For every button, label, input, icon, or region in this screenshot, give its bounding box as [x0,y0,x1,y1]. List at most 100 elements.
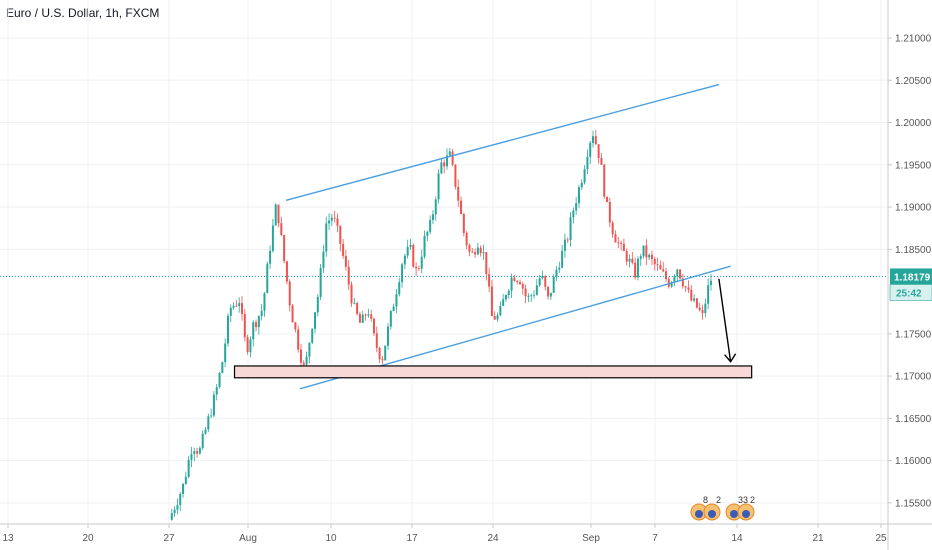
candle-body [485,252,488,275]
candle-body [221,362,224,373]
candle-body [488,274,491,287]
candle-body [423,235,426,257]
candle-body [358,313,361,323]
candle-body [533,294,536,296]
candle-body [516,281,519,283]
candle-body [701,310,704,314]
candle-body [468,245,471,252]
candle-body [252,322,255,340]
candle-body [507,290,510,296]
candle-body [311,328,314,343]
candle-body [594,136,597,145]
down-arrow-head [724,353,737,363]
candle-body [650,254,653,259]
candle-body [207,416,210,430]
candle-body [513,277,516,282]
candle-body [690,289,693,301]
event-marker-count: 33 [738,495,748,505]
candle-body [465,232,468,246]
candle-body [597,144,600,158]
candle-body [659,265,662,270]
candle-body [173,509,176,514]
candle-body [336,218,339,226]
candle-body [707,285,710,304]
candle-body [504,295,507,300]
candle-body [333,217,336,219]
candle-body [249,339,252,353]
candle-body [403,255,406,265]
time-tick-label: 20 [82,533,94,544]
event-marker-count: 2 [716,495,721,505]
candle-body [695,298,698,308]
candle-body [176,505,179,510]
candle-body [563,239,566,251]
candle-body [229,307,232,316]
time-tick-label: 25 [875,533,887,544]
candle-body [603,164,606,197]
candle-body [364,314,367,316]
candle-body [330,217,333,221]
time-tick-label: 7 [652,533,658,544]
candle-body [530,295,533,297]
candle-body [482,252,485,254]
time-axis[interactable]: 13 20 27 Aug 10 17 24 Sep 7 14 21 25 [0,523,932,544]
candle-body [471,251,474,253]
candle-body [218,372,221,388]
candle-body [387,326,390,346]
candle-body [196,451,199,454]
candle-body [493,315,496,320]
time-tick-label: Sep [582,533,600,544]
candle-body [392,306,395,311]
candle-body [496,315,499,320]
candle-body [420,256,423,269]
candle-body [401,264,404,283]
price-tick-label: 1.20000 [895,118,932,129]
candle-body [431,214,434,220]
price-tick-label: 1.20500 [895,76,932,87]
candle-body [316,296,319,313]
event-markers[interactable]: 8 2 33 2 [690,495,755,521]
candle-body [645,245,648,258]
candle-body [440,162,443,174]
candle-body [193,451,196,455]
candle-body [698,307,701,311]
candle-body [558,267,561,270]
price-tick-label: 1.16000 [895,456,932,467]
candle-body [704,303,707,314]
price-axis[interactable]: 1.21000 1.20500 1.20000 1.19500 1.19000 1.185… [887,0,932,550]
candle-body [260,310,263,317]
candle-body [625,251,628,262]
candle-body [187,459,190,477]
candle-body [302,362,305,365]
candle-body [288,281,291,306]
candle-body [344,255,347,267]
candle-body [190,454,193,460]
candle-body [544,275,547,287]
time-tick-label: 17 [406,533,418,544]
candle-body [653,258,656,265]
candle-body [639,256,642,259]
candle-body [443,162,446,167]
candle-body [409,244,412,247]
candle-body [586,156,589,170]
price-tick-label: 1.19000 [895,203,932,214]
candle-body [454,164,457,187]
candle-body [412,244,415,267]
candle-body [184,476,187,484]
candle-body [476,247,479,255]
candlesticks [170,129,712,521]
candle-body [566,239,569,241]
flag-icon [730,510,738,518]
candle-body [499,305,502,316]
candle-body [235,305,238,307]
candle-body [462,213,465,233]
price-tick-label: 1.16500 [895,414,932,425]
candle-body [224,343,227,363]
candle-body [620,242,623,244]
candle-body [636,258,639,278]
candle-body [521,284,524,289]
candle-body [519,282,521,285]
time-tick-label: 24 [487,533,499,544]
candle-body [709,280,712,286]
